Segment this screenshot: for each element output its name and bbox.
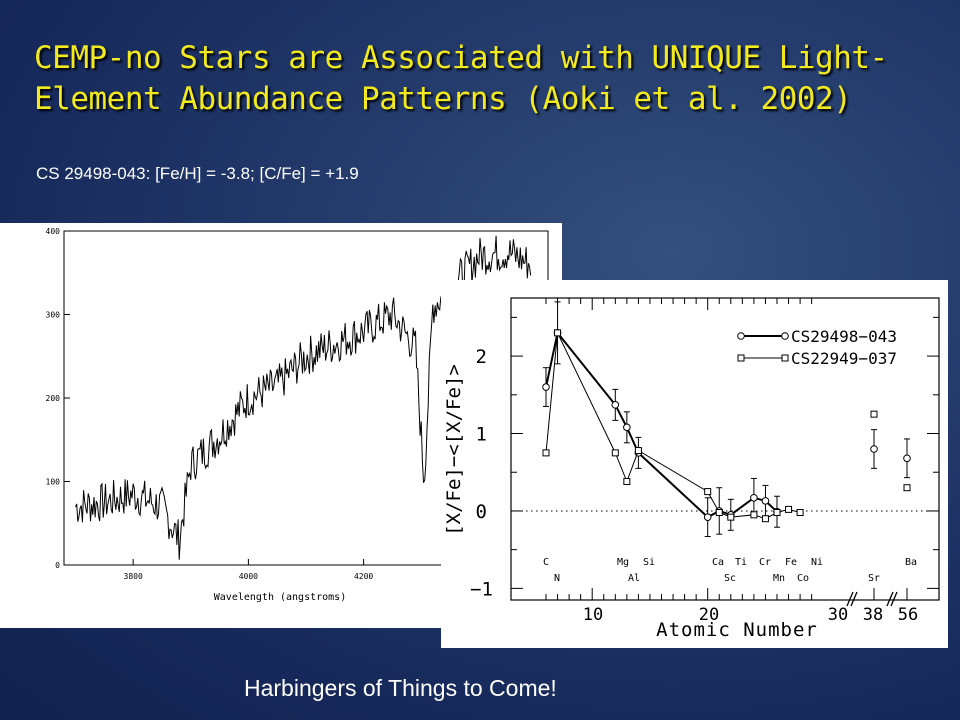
abundance-y-tick-label: 2 xyxy=(476,346,487,368)
element-label: Ni xyxy=(811,557,823,568)
element-label: Ca xyxy=(712,557,724,568)
data-point-cs29498-043 xyxy=(870,445,878,453)
data-point-cs22949-037 xyxy=(634,447,642,455)
legend-label: CS22949−037 xyxy=(791,349,897,368)
data-point-cs22949-037 xyxy=(715,508,723,516)
slide-footer-text: Harbingers of Things to Come! xyxy=(244,675,557,701)
abundance-chart: −1 0 1 2 10 20 30 38 56 C Mg Si Ca Ti Cr Fe Ni Ba N Al Sc M… xyxy=(443,297,940,641)
abundance-x-axis-label: Atomic Number xyxy=(656,619,818,641)
data-point-cs22949-037 xyxy=(796,508,804,516)
legend-marker xyxy=(737,354,745,362)
abundance-y-tick-label: −1 xyxy=(470,578,493,600)
data-point-cs22949-037 xyxy=(611,449,619,457)
element-label: Ti xyxy=(735,557,747,568)
spectrum-x-axis-label: Wavelength (angstroms) xyxy=(214,592,346,603)
legend-marker xyxy=(781,332,789,340)
slide-title: CEMP-no Stars are Associated with UNIQUE… xyxy=(34,40,888,117)
data-point-cs22949-037 xyxy=(903,484,911,492)
abundance-x-tick-label: 56 xyxy=(898,605,918,625)
abundance-plot-frame xyxy=(510,297,940,601)
data-point-cs22949-037 xyxy=(704,488,712,496)
element-label: Cr xyxy=(759,557,771,568)
data-point-cs22949-037 xyxy=(870,410,878,418)
axis-break-mark xyxy=(886,591,894,607)
data-point-cs29498-043 xyxy=(542,383,550,391)
element-label: Ba xyxy=(905,557,917,568)
axis-break-mark xyxy=(850,591,858,607)
spectrum-y-tick-label: 200 xyxy=(46,394,61,403)
spectrum-y-tick-label: 400 xyxy=(46,227,61,236)
data-point-cs22949-037 xyxy=(542,449,550,457)
element-label: Sr xyxy=(868,573,880,584)
abundance-x-tick-label: 20 xyxy=(699,605,719,625)
abundance-chart-panel: −1 0 1 2 10 20 30 38 56 C Mg Si Ca Ti Cr Fe Ni Ba N Al Sc M… xyxy=(441,280,948,648)
spectrum-y-tick-label: 100 xyxy=(46,478,61,487)
spectrum-x-tick-label: 4200 xyxy=(354,572,373,581)
data-point-cs22949-037 xyxy=(554,329,562,337)
data-point-cs29498-043 xyxy=(750,493,758,502)
element-label: C xyxy=(543,557,549,568)
abundance-x-tick-label: 30 xyxy=(828,605,848,625)
axis-break-mark xyxy=(890,591,898,607)
abundance-y-axis-label: [X/Fe]−<[X/Fe]> xyxy=(443,364,465,536)
star-parameters-text: CS 29498-043: [Fe/H] = -3.8; [C/Fe] = +1… xyxy=(36,164,359,183)
data-point-cs29498-043 xyxy=(623,423,631,432)
data-point-cs22949-037 xyxy=(750,511,758,519)
legend-marker xyxy=(737,332,745,340)
legend-marker xyxy=(781,354,789,362)
spectrum-x-tick-label: 3800 xyxy=(124,572,143,581)
data-point-cs22949-037 xyxy=(761,515,769,523)
spectrum-x-tick-label: 4000 xyxy=(239,572,258,581)
element-label: Sc xyxy=(724,573,736,584)
spectrum-y-tick-label: 300 xyxy=(46,311,61,320)
spectrum-y-tick-label: 0 xyxy=(55,561,60,570)
element-label: Si xyxy=(643,557,655,568)
element-label: N xyxy=(554,573,560,584)
legend-label: CS29498−043 xyxy=(791,327,897,346)
data-point-cs22949-037 xyxy=(727,513,735,521)
data-point-cs29498-043 xyxy=(903,454,911,463)
axis-break-mark xyxy=(846,591,854,607)
series-line-cs22949-037 xyxy=(545,331,801,520)
data-point-cs29498-043 xyxy=(761,497,770,505)
abundance-x-tick-label: 10 xyxy=(583,605,603,625)
data-point-cs22949-037 xyxy=(623,478,631,486)
element-label: Co xyxy=(797,573,809,584)
abundance-y-tick-label: 1 xyxy=(476,424,487,446)
element-label: Mg xyxy=(617,557,629,568)
abundance-y-tick-label: 0 xyxy=(476,501,487,523)
data-point-cs22949-037 xyxy=(785,505,793,513)
data-point-cs29498-043 xyxy=(703,513,712,521)
element-label: Fe xyxy=(785,557,797,568)
element-label: Mn xyxy=(773,573,785,584)
abundance-x-tick-label: 38 xyxy=(863,605,883,625)
element-label: Al xyxy=(628,573,640,584)
data-point-cs22949-037 xyxy=(773,508,781,516)
data-point-cs29498-043 xyxy=(611,401,620,409)
